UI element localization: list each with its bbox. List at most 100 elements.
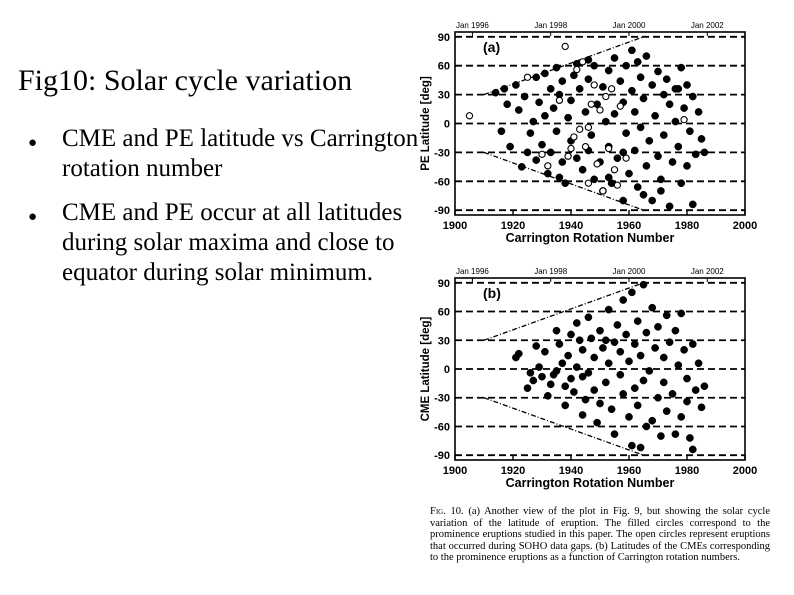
bullet-dot-icon: ● [28,135,38,151]
x-axis-title: Carrington Rotation Number [506,231,675,245]
filled-circle-point [630,108,639,116]
filled-circle-point [648,196,657,205]
filled-circle-point [645,136,654,145]
filled-circle-point [543,391,552,400]
filled-circle-point [523,148,532,157]
open-circle-point [567,144,575,153]
filled-circle-point [601,378,610,387]
filled-circle-point [688,340,697,348]
caption-text: (a) Another view of the plot in Fig. 9, … [430,506,770,564]
filled-circle-point [671,117,680,126]
bullet-list: ● CME and PE latitude vs Carrington rota… [28,124,423,302]
filled-circle-point [654,393,662,402]
filled-circle-point [546,380,555,389]
filled-circle-point [587,334,596,343]
filled-circle-point [578,372,587,381]
filled-circle-point [700,382,709,391]
filled-circle-point [587,131,596,139]
filled-circle-point [619,390,628,398]
filled-circle-point [604,66,613,75]
y-tick-label: -30 [434,393,450,405]
figure-10-scatter-plots: 90 60 30 0 -30 -60 -90 1900 1920 1940 1960 1980 2000… [420,21,757,490]
filled-circle-point [616,77,625,85]
filled-circle-point [584,75,593,84]
filled-circle-point [532,342,541,350]
y-tick-label: -90 [434,450,450,462]
filled-circle-point [610,338,619,347]
filled-circle-point [616,370,625,379]
filled-circle-point [636,123,645,132]
filled-circle-point [657,432,665,440]
bullet-dot-icon: ● [28,209,38,225]
filled-circle-point [549,104,558,112]
filled-circle-point [538,372,546,381]
filled-circle-point [639,94,648,103]
filled-circle-point [636,443,645,452]
filled-circle-point [648,416,657,425]
filled-circle-point [535,363,543,371]
filled-circle-point [625,169,633,178]
filled-circle-point [651,344,659,352]
filled-circle-point [541,111,549,120]
filled-circle-point [636,351,645,360]
y-tick-label: -90 [434,205,450,217]
filled-circle-point [526,368,535,377]
bullet-item: ● CME and PE latitude vs Carrington rota… [28,124,423,184]
filled-circle-point [677,413,686,421]
filled-circle-point [677,179,686,188]
top-axis-label: Jan 1998 [534,21,567,30]
filled-circle-point [604,359,613,368]
filled-circle-point [555,340,564,348]
open-circle-point [616,102,624,110]
filled-circle-point [642,52,651,60]
filled-circle-point [622,61,630,70]
filled-circle-point [532,156,541,164]
y-tick-label: 90 [438,32,450,44]
y-axis-title: PE Latitude [deg] [420,76,432,171]
open-circle-point [584,179,593,187]
filled-circle-point [659,90,668,99]
filled-circle-point [683,374,691,383]
filled-circle-point [697,403,706,412]
top-axis-label: Jan 1996 [456,267,489,276]
open-circle-point [607,85,616,93]
filled-circle-point [581,108,590,116]
filled-circle-point [590,386,599,394]
filled-circle-point [572,363,581,371]
open-circle-point [610,166,619,174]
filled-circle-point [529,376,538,385]
bullet-text: CME and PE latitude vs Carrington rotati… [62,125,419,182]
filled-circle-point [700,148,709,157]
open-circle-point [570,133,578,141]
filled-circle-point [622,129,630,137]
filled-circle-point [514,106,523,114]
filled-circle-point [648,303,657,312]
filled-circle-point [688,200,697,209]
filled-circle-point [596,326,604,335]
top-axis-label: Jan 2000 [613,21,646,30]
filled-circle-point [604,305,613,314]
x-tick-label: 1960 [617,465,641,477]
y-axis-title: CME Latitude [deg] [420,316,432,421]
filled-circle-point [610,430,619,438]
chart-panel-a: 90 60 30 0 -30 -60 -90 1900 1920 1940 1960 1980 2000… [420,21,757,245]
caption-label: Fig. 10. [430,506,464,517]
filled-circle-point [662,75,671,84]
filled-circle-point [512,81,520,89]
open-circle-point [584,123,593,132]
filled-circle-point [541,347,549,356]
open-circle-point [465,112,474,120]
top-axis-label: Jan 2002 [691,21,724,30]
filled-circle-point [665,100,674,109]
filled-circle-point [555,173,564,182]
x-tick-label: 1940 [559,465,583,477]
open-circle-point [680,115,688,124]
filled-circle-point [645,367,654,375]
filled-circle-point [665,202,674,211]
filled-circle-point [514,349,523,358]
filled-circle-point [590,61,599,70]
filled-circle-point [630,146,639,155]
filled-circle-point [599,344,607,352]
filled-circle-point [570,388,578,396]
open-circle-point [599,187,607,195]
